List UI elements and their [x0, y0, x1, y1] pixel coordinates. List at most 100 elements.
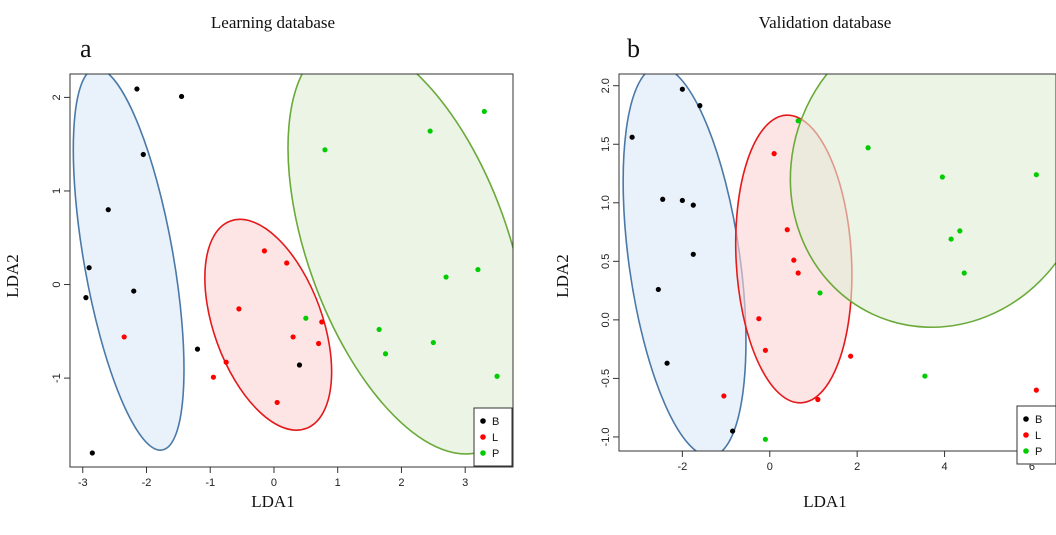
data-point-B [664, 360, 670, 366]
y-axis-title: LDA2 [3, 254, 22, 297]
data-point-B [730, 428, 736, 434]
data-point-L [121, 334, 127, 340]
chart-panel-a: Learning database a LDA1 LDA2 -3 -2 -1 0 1 2 3 -1 0 1… [3, 13, 514, 511]
legend-label-P: P [1035, 446, 1042, 458]
data-point-B [690, 202, 696, 208]
data-point-B [134, 86, 140, 92]
data-point-L [290, 334, 296, 340]
y-tick-label: 2 [51, 94, 63, 100]
x-tick-label: 0 [767, 461, 773, 473]
data-point-L [210, 374, 217, 380]
legend-label-P: P [492, 448, 499, 460]
x-axis-title: LDA1 [803, 492, 846, 511]
y-tick-label: 1.5 [600, 137, 612, 152]
legend: BLP [473, 407, 513, 467]
data-point-B [679, 197, 685, 204]
x-tick-label: -2 [677, 461, 687, 473]
chart-title: Learning database [211, 13, 335, 32]
data-point-L [284, 260, 290, 266]
data-point-P [939, 174, 945, 180]
y-tick-label: 0.5 [600, 254, 612, 269]
data-point-B [690, 251, 696, 257]
confidence-ellipse-L [204, 218, 333, 431]
data-point-L [261, 248, 268, 254]
data-point-P [443, 274, 449, 280]
data-point-B [89, 450, 95, 456]
data-point-L [721, 393, 727, 399]
data-point-P [494, 373, 500, 379]
legend-marker-P [480, 450, 486, 456]
data-point-L [236, 306, 242, 312]
data-point-L [848, 353, 854, 359]
y-tick-label: 0 [51, 281, 63, 287]
legend-label-L: L [1035, 430, 1041, 442]
data-point-P [303, 315, 309, 321]
data-point-B [655, 286, 661, 293]
x-tick-label: -3 [78, 477, 88, 489]
data-point-P [795, 118, 801, 124]
data-point-P [481, 108, 487, 115]
panel-label: a [80, 34, 92, 63]
x-axis-title: LDA1 [251, 492, 294, 511]
chart-title: Validation database [759, 13, 892, 32]
data-point-P [948, 236, 954, 242]
data-point-L [771, 151, 777, 157]
legend-label-L: L [492, 432, 498, 444]
data-point-B [194, 346, 201, 352]
data-point-L [762, 347, 768, 353]
data-point-L [223, 359, 229, 365]
legend-label-B: B [492, 416, 499, 428]
data-point-L [784, 227, 790, 233]
y-tick-label: 1.0 [600, 195, 612, 210]
legend-marker-L [480, 434, 486, 440]
data-point-P [817, 290, 823, 296]
legend-marker-P [1023, 448, 1029, 454]
x-tick-label: 0 [271, 477, 277, 489]
data-point-L [756, 316, 762, 322]
x-tick-label: -2 [142, 477, 152, 489]
data-point-L [795, 270, 801, 276]
legend-marker-L [1023, 432, 1029, 438]
data-point-B [697, 103, 703, 109]
plot-frame [618, 73, 1056, 452]
data-point-L [315, 340, 322, 347]
data-point-B [131, 288, 137, 294]
points-layer [629, 86, 1039, 442]
y-tick-label: 1 [51, 188, 63, 194]
data-point-B [140, 151, 146, 158]
x-tick-label: -1 [205, 477, 215, 489]
data-point-L [274, 399, 280, 406]
y-tick-label: 0.0 [600, 312, 612, 327]
y-tick-label: -1 [51, 373, 63, 383]
data-point-L [1033, 387, 1039, 393]
data-point-P [376, 326, 382, 333]
legend-marker-B [480, 418, 486, 424]
data-point-B [679, 86, 685, 92]
data-point-B [296, 362, 303, 368]
y-tick-label: -0.5 [600, 369, 612, 388]
legend: BLP [1016, 405, 1056, 465]
confidence-ellipse-B [72, 74, 185, 451]
data-point-P [382, 351, 389, 357]
data-point-L [319, 319, 325, 325]
data-point-P [922, 373, 928, 379]
points-layer [83, 86, 500, 456]
y-axis-title: LDA2 [553, 254, 572, 297]
data-point-B [86, 265, 92, 271]
plot-frame [69, 73, 514, 468]
data-point-P [1033, 172, 1039, 178]
data-point-P [322, 147, 328, 153]
legend-label-B: B [1035, 414, 1042, 426]
x-tick-label: 4 [942, 461, 948, 473]
y-tick-label: 2.0 [600, 78, 612, 93]
data-point-P [475, 266, 481, 273]
x-tick-label: 2 [854, 461, 860, 473]
x-tick-label: 3 [462, 477, 468, 489]
data-point-P [865, 145, 871, 151]
data-point-L [791, 257, 797, 263]
x-tick-label: 6 [1029, 461, 1035, 473]
data-point-B [105, 207, 111, 213]
data-point-P [961, 270, 967, 276]
data-point-B [629, 134, 635, 140]
